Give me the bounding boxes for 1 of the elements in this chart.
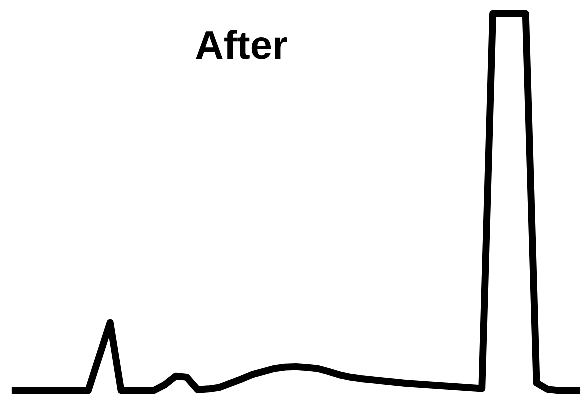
chart-title: After bbox=[196, 30, 288, 60]
